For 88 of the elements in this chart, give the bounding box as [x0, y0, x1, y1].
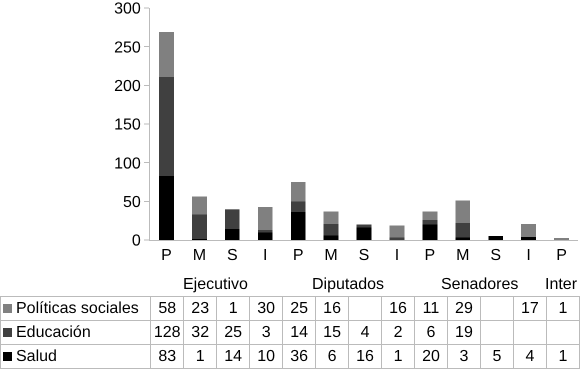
data-label: 3 — [250, 320, 283, 344]
text: Diputados — [312, 276, 384, 293]
x-tick-label: P — [556, 247, 567, 264]
data-label: 16 — [348, 344, 382, 368]
x-tick-label: I — [263, 247, 268, 264]
data-label: 25 — [282, 296, 316, 320]
bar — [258, 206, 273, 230]
bar — [324, 224, 338, 236]
data-label: 30 — [250, 296, 283, 320]
bar — [224, 210, 240, 230]
legend-label: Políticas sociales — [16, 300, 139, 316]
x-tick-label: I — [526, 247, 531, 264]
data-label: 1 — [546, 296, 580, 320]
data-label: 5 — [480, 344, 514, 368]
data-label: 16 — [316, 296, 349, 320]
bar — [290, 201, 306, 212]
x-tick-label: S — [226, 247, 238, 264]
bar — [422, 220, 438, 225]
data-label: 14 — [216, 344, 250, 368]
text: Inter — [545, 276, 578, 293]
y-tick-label: 300 — [114, 0, 141, 18]
data-label: 23 — [184, 296, 217, 320]
data-label: 10 — [250, 344, 283, 368]
bar — [290, 212, 306, 240]
data-label: 58 — [150, 296, 184, 320]
bar — [192, 196, 207, 214]
data-label: 83 — [150, 344, 184, 368]
bar — [159, 176, 174, 240]
data-label: 19 — [447, 320, 480, 344]
bar — [422, 211, 438, 220]
data-label: 32 — [184, 320, 217, 344]
data-label: 20 — [414, 344, 448, 368]
y-tick-label: 0 — [132, 232, 141, 250]
x-tick-label: M — [324, 247, 338, 264]
data-label: 16 — [382, 296, 414, 320]
legend-label: Educación — [16, 324, 91, 340]
bar — [258, 232, 273, 240]
bar — [224, 229, 240, 240]
data-label: 1 — [216, 296, 250, 320]
data-label: 29 — [447, 296, 480, 320]
legend-label: Salud — [16, 348, 57, 364]
data-label: 4 — [348, 320, 382, 344]
bar — [192, 214, 207, 240]
data-label: 6 — [316, 344, 349, 368]
bar — [356, 224, 372, 228]
data-label: 17 — [513, 296, 546, 320]
y-tick-label: 100 — [114, 155, 141, 172]
data-label: 3 — [447, 344, 480, 368]
x-tick-label: P — [292, 247, 304, 264]
x-tick-label: M — [192, 247, 206, 264]
bar — [455, 222, 470, 238]
data-label: 25 — [216, 320, 250, 344]
y-tick-label: 250 — [114, 39, 141, 56]
bar — [356, 228, 372, 240]
data-label: 128 — [150, 320, 184, 344]
data-label: 36 — [282, 344, 316, 368]
data-label: 1 — [184, 344, 217, 368]
bar — [521, 236, 536, 240]
bar — [159, 32, 174, 77]
bar — [324, 235, 338, 240]
y-tick-label: 150 — [114, 116, 141, 134]
y-tick-label: 50 — [123, 194, 141, 211]
bar — [324, 211, 338, 224]
text: Ejecutivo — [183, 276, 248, 293]
data-label: 4 — [513, 344, 546, 368]
data-label: 11 — [414, 296, 448, 320]
x-tick-label: P — [161, 247, 172, 264]
x-tick-label: P — [424, 247, 436, 264]
text: Senadores — [441, 276, 518, 293]
data-label: 1 — [546, 344, 580, 368]
bar — [455, 200, 470, 223]
x-tick-label: M — [456, 247, 470, 264]
data-label: 15 — [316, 320, 349, 344]
bar — [159, 76, 174, 176]
x-tick-label: S — [358, 247, 370, 264]
x-tick-label: S — [490, 247, 502, 264]
y-tick-label: 200 — [114, 78, 141, 95]
bar — [521, 224, 536, 237]
data-label: 1 — [382, 344, 414, 368]
bar — [422, 224, 438, 240]
bar — [488, 236, 504, 240]
data-label: 6 — [414, 320, 448, 344]
data-label: 14 — [282, 320, 316, 344]
data-label: 2 — [382, 320, 414, 344]
bar — [290, 182, 306, 202]
bar — [258, 230, 273, 232]
bar — [390, 225, 404, 238]
x-tick-label: I — [394, 247, 400, 264]
